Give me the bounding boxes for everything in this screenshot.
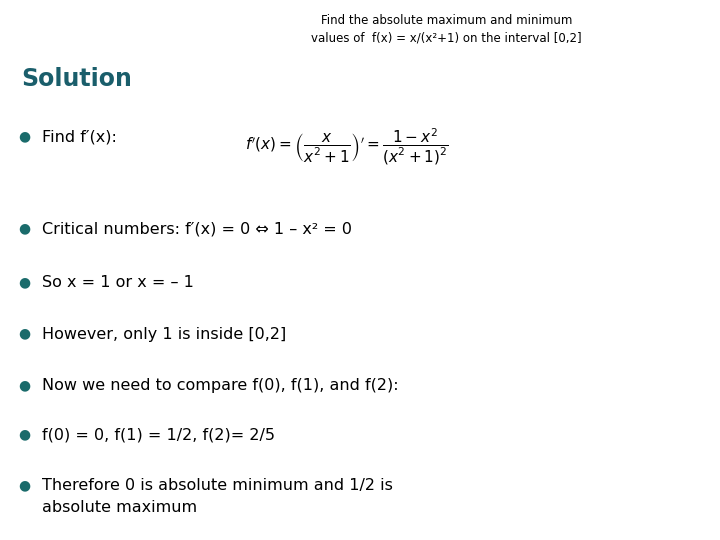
Text: ●: ● [18, 327, 30, 341]
Text: Now we need to compare f(0), f(1), and f(2):: Now we need to compare f(0), f(1), and f… [42, 378, 398, 393]
Text: ●: ● [18, 130, 30, 144]
Text: ●: ● [18, 478, 30, 492]
Text: Solution: Solution [22, 68, 132, 91]
Text: ●: ● [18, 428, 30, 442]
Text: ●: ● [18, 378, 30, 392]
Text: ●: ● [18, 275, 30, 289]
Text: $f'(x) = \left(\dfrac{x}{x^2+1}\right)' = \dfrac{1-x^2}{\left(x^2+1\right)^2}$: $f'(x) = \left(\dfrac{x}{x^2+1}\right)' … [245, 127, 449, 167]
Text: Find f′(x):: Find f′(x): [42, 130, 117, 145]
Text: Therefore 0 is absolute minimum and 1/2 is
absolute maximum: Therefore 0 is absolute minimum and 1/2 … [42, 478, 392, 515]
Text: However, only 1 is inside [0,2]: However, only 1 is inside [0,2] [42, 327, 286, 342]
Text: f(0) = 0, f(1) = 1/2, f(2)= 2/5: f(0) = 0, f(1) = 1/2, f(2)= 2/5 [42, 428, 275, 443]
Text: Critical numbers: f′(x) = 0 ⇔ 1 – x² = 0: Critical numbers: f′(x) = 0 ⇔ 1 – x² = 0 [42, 221, 352, 237]
Text: ●: ● [18, 221, 30, 235]
Text: Find the absolute maximum and minimum
values of  f(x) = x/(x²+1) on the interval: Find the absolute maximum and minimum va… [311, 14, 582, 44]
Text: So x = 1 or x = – 1: So x = 1 or x = – 1 [42, 275, 194, 291]
